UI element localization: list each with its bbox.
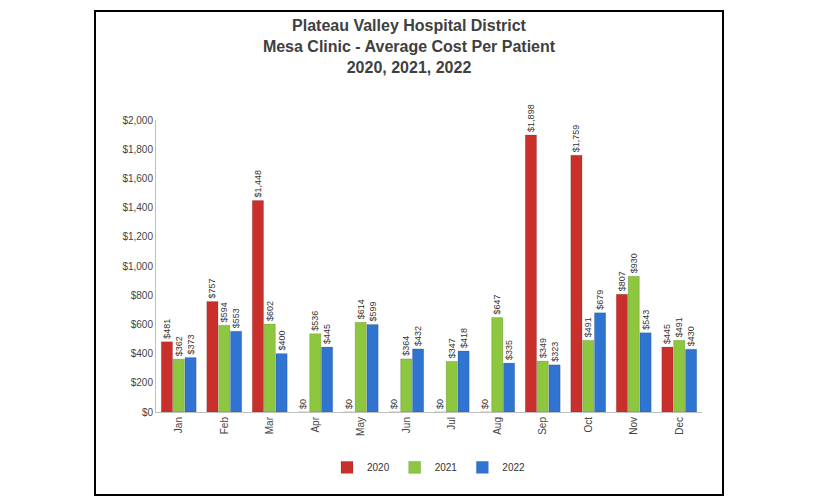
svg-text:May: May	[355, 417, 366, 436]
svg-text:$335: $335	[504, 340, 514, 360]
svg-text:$553: $553	[231, 308, 241, 328]
svg-text:$430: $430	[686, 326, 696, 346]
svg-text:$2,000: $2,000	[122, 115, 153, 126]
svg-text:Plateau Valley Hospital Distri: Plateau Valley Hospital DistrictMesa Cli…	[263, 17, 556, 76]
svg-text:$0: $0	[142, 407, 154, 418]
svg-text:$807: $807	[617, 271, 627, 291]
svg-text:$679: $679	[595, 290, 605, 310]
svg-text:$614: $614	[356, 299, 366, 319]
svg-text:$373: $373	[186, 335, 196, 355]
svg-text:$1,759: $1,759	[571, 125, 581, 153]
svg-text:$800: $800	[131, 290, 154, 301]
svg-text:Oct: Oct	[583, 417, 594, 433]
svg-text:$600: $600	[131, 319, 154, 330]
svg-text:Apr: Apr	[310, 416, 321, 432]
svg-text:Mar: Mar	[264, 416, 275, 434]
svg-text:$1,600: $1,600	[122, 173, 153, 184]
svg-text:$400: $400	[277, 331, 287, 351]
svg-text:$491: $491	[674, 317, 684, 337]
svg-text:$1,400: $1,400	[122, 202, 153, 213]
svg-text:Jan: Jan	[173, 417, 184, 433]
svg-text:$1,448: $1,448	[253, 170, 263, 198]
svg-text:$930: $930	[629, 253, 639, 273]
svg-text:$757: $757	[207, 278, 217, 298]
svg-text:$0: $0	[480, 399, 490, 409]
svg-text:$349: $349	[538, 338, 548, 358]
svg-text:$400: $400	[131, 348, 154, 359]
svg-text:Dec: Dec	[674, 417, 685, 435]
svg-text:$647: $647	[492, 295, 502, 315]
svg-text:$602: $602	[265, 301, 275, 321]
svg-text:$362: $362	[174, 336, 184, 356]
svg-text:$1,898: $1,898	[526, 104, 536, 132]
svg-text:$0: $0	[298, 399, 308, 409]
svg-text:2020: 2020	[367, 462, 390, 473]
svg-text:Jun: Jun	[401, 417, 412, 433]
svg-text:$1,200: $1,200	[122, 231, 153, 242]
svg-text:$347: $347	[447, 338, 457, 358]
svg-text:Jul: Jul	[446, 417, 457, 430]
svg-text:$323: $323	[550, 342, 560, 362]
svg-text:$445: $445	[322, 324, 332, 344]
svg-text:$364: $364	[401, 336, 411, 356]
svg-text:$491: $491	[583, 317, 593, 337]
svg-text:Sep: Sep	[537, 417, 548, 435]
svg-text:$0: $0	[435, 399, 445, 409]
svg-text:$445: $445	[662, 324, 672, 344]
svg-text:$418: $418	[459, 328, 469, 348]
svg-text:$1,800: $1,800	[122, 144, 153, 155]
svg-text:$0: $0	[389, 399, 399, 409]
svg-text:Feb: Feb	[219, 417, 230, 435]
svg-text:2021: 2021	[435, 462, 458, 473]
svg-text:$536: $536	[310, 311, 320, 331]
svg-text:Aug: Aug	[492, 417, 503, 435]
svg-text:$200: $200	[131, 377, 154, 388]
svg-text:$432: $432	[413, 326, 423, 346]
svg-text:$1,000: $1,000	[122, 261, 153, 272]
svg-text:$0: $0	[344, 399, 354, 409]
svg-text:$599: $599	[368, 302, 378, 322]
svg-text:$543: $543	[641, 310, 651, 330]
svg-text:$594: $594	[219, 302, 229, 322]
svg-text:Nov: Nov	[628, 417, 639, 435]
svg-text:$481: $481	[162, 319, 172, 339]
svg-text:2022: 2022	[502, 462, 525, 473]
